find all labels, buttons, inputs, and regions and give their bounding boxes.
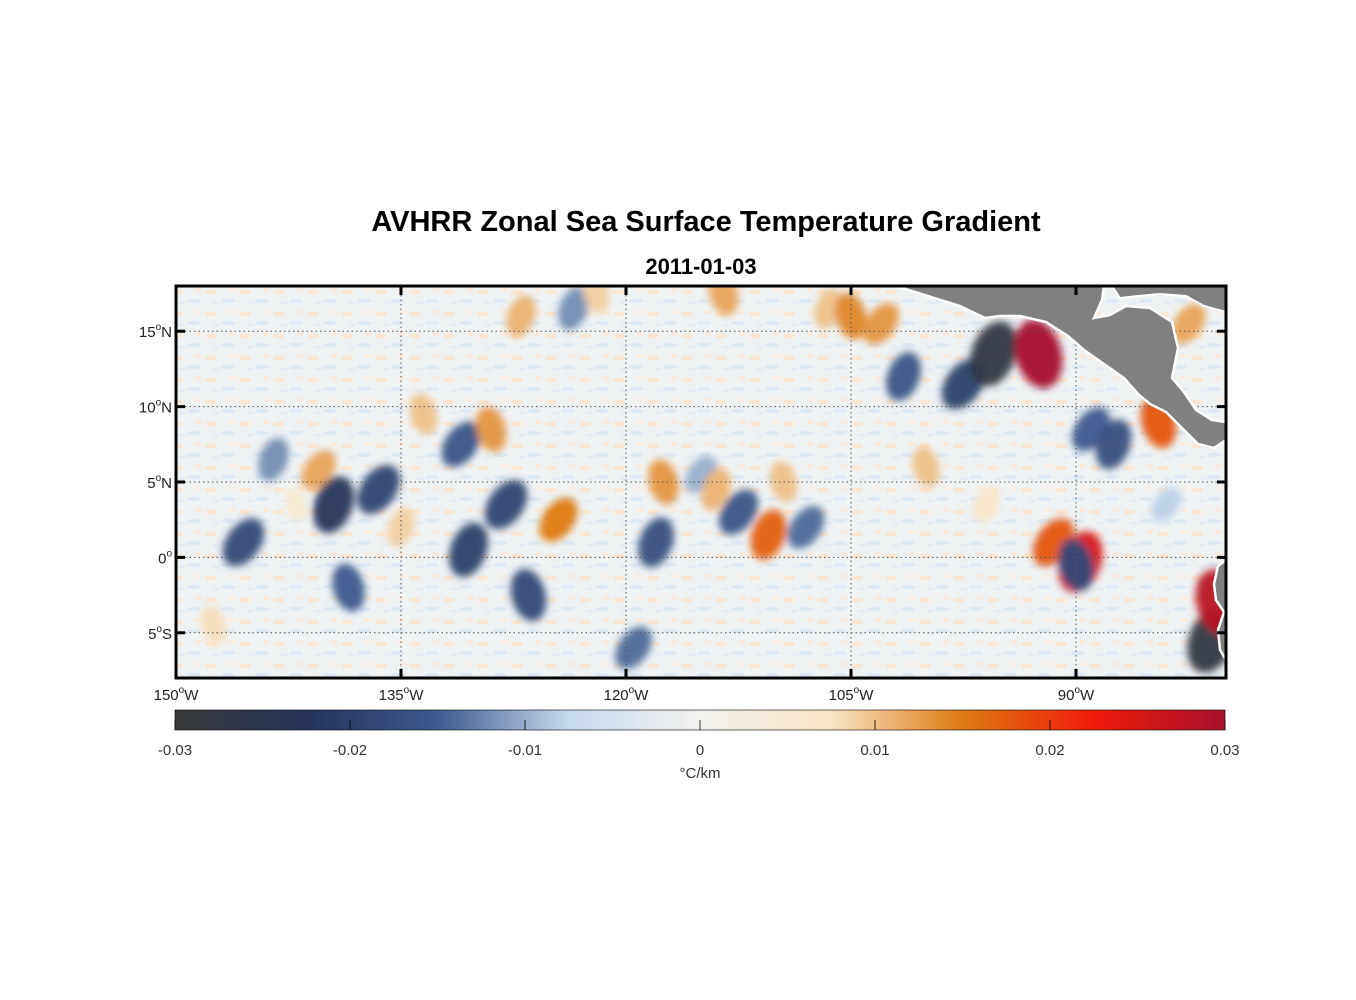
gradient-feature xyxy=(787,505,825,549)
map-axis-ticks: 150oW 135oW 120oW 105oW 90oW 15oN 10oN 5oN 0o 5oS xyxy=(139,286,1226,700)
gradient-feature xyxy=(701,468,731,511)
chart-subtitle: 2011-01-03 xyxy=(645,254,757,279)
gradient-feature xyxy=(814,288,843,329)
colorbar-tick-label: -0.01 xyxy=(508,742,542,759)
gradient-feature xyxy=(750,509,787,560)
lon-tick-label: 150oW xyxy=(154,685,200,700)
gradient-feature xyxy=(441,421,481,467)
chart-title: AVHRR Zonal Sea Surface Temperature Grad… xyxy=(371,206,1041,238)
gradient-feature xyxy=(449,522,488,577)
colorbar-tick-label: 0 xyxy=(696,742,704,759)
gradient-feature xyxy=(558,287,589,331)
gradient-feature xyxy=(1151,487,1181,523)
gradient-feature xyxy=(222,518,265,567)
land-patch-north xyxy=(1110,286,1226,314)
gradient-feature xyxy=(301,449,336,490)
gradient-feature xyxy=(582,286,610,314)
lon-tick-label: 135oW xyxy=(379,685,425,700)
colorbar-tick-label: -0.03 xyxy=(158,742,192,759)
map-plot-area xyxy=(176,286,1226,678)
colorbar-ticks: -0.03 -0.02 -0.01 0 0.01 0.02 0.03 xyxy=(158,720,1240,759)
gradient-feature xyxy=(1095,419,1132,470)
lat-tick-label: 10oN xyxy=(139,398,172,417)
gradient-feature xyxy=(863,303,899,345)
gradient-feature xyxy=(973,486,999,523)
colorbar-tick-label: 0.02 xyxy=(1035,742,1064,759)
map-figure: 150oW 135oW 120oW 105oW 90oW 15oN 10oN 5oN 0o 5oS xyxy=(139,284,1228,700)
gradient-feature xyxy=(969,321,1018,387)
gradient-feature xyxy=(1014,319,1063,389)
gradient-feature xyxy=(357,465,400,515)
lat-tick-label: 5oS xyxy=(148,624,172,643)
gradient-feature xyxy=(200,606,227,645)
gradient-feature xyxy=(284,487,308,522)
gradient-feature xyxy=(615,626,652,670)
colorbar-tick-label: 0.03 xyxy=(1210,742,1239,759)
central-america-land xyxy=(895,286,1226,450)
gradient-feature xyxy=(506,295,536,338)
gradient-feature xyxy=(409,393,438,435)
lon-tick-label: 120oW xyxy=(604,685,650,700)
colorbar-tick-label: -0.02 xyxy=(333,742,367,759)
lat-tick-label: 0o xyxy=(158,548,172,567)
gradient-feature xyxy=(708,286,739,316)
gradient-feature xyxy=(718,489,759,535)
gradient-feature xyxy=(475,406,507,452)
lon-tick-label: 90oW xyxy=(1058,685,1095,700)
gradient-feature xyxy=(835,292,867,340)
gradient-feature xyxy=(332,563,365,612)
lon-tick-label: 105oW xyxy=(829,685,875,700)
gradient-feature xyxy=(510,569,547,622)
gradient-feature xyxy=(539,497,578,542)
gradient-feature xyxy=(638,517,674,568)
south-america-land xyxy=(1212,558,1226,663)
gradient-feature xyxy=(387,507,415,547)
gradient-feature xyxy=(484,480,528,530)
gradient-feature xyxy=(1058,538,1094,591)
lat-tick-label: 5oN xyxy=(147,473,172,492)
gradient-feature xyxy=(1171,303,1206,344)
lat-tick-label: 15oN xyxy=(139,322,172,341)
gradient-features xyxy=(200,286,1226,673)
colorbar-tick-label: 0.01 xyxy=(860,742,889,759)
gradient-feature xyxy=(258,437,289,481)
gradient-feature xyxy=(886,352,921,401)
gradient-feature xyxy=(313,476,354,533)
gradient-feature xyxy=(912,446,940,488)
colorbar-unit-label: °C/km xyxy=(680,765,721,782)
